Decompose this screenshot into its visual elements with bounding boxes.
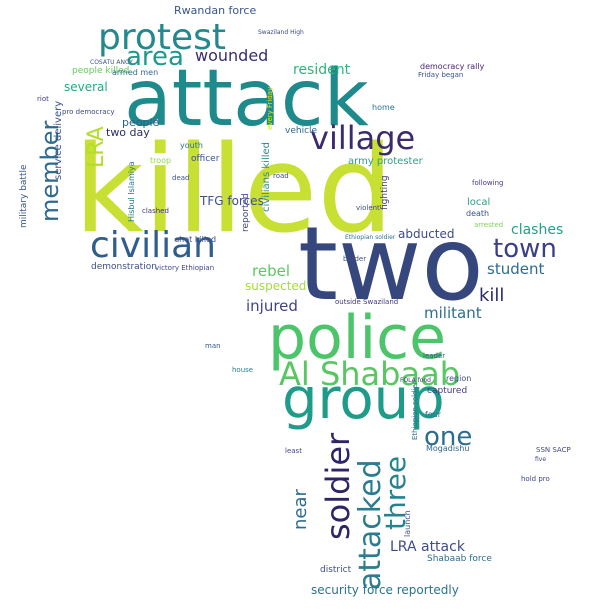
word-district: people killed [72,66,130,76]
word-two-day: TFG forces [200,194,264,208]
word-people: local [467,197,491,208]
word-reported: civilians killed [261,141,272,212]
word-swaziland-high: Ethiopian soldier [345,234,396,241]
word-militant: militant [424,304,482,322]
word-border: least [285,447,302,455]
word-road: clashed [142,207,169,215]
word-protest: protest [98,17,227,58]
word-people-killed: armed men [112,68,159,77]
word-armed-men: democracy rally [420,62,485,71]
word-region: four [425,410,442,419]
word-home: road [273,172,289,180]
word-clashed: arrested [474,221,504,229]
word-civilian: civilian [90,225,216,266]
word-house: district [320,565,352,575]
word-lra: LRA attack [390,539,465,555]
word-mogadishu: captured [427,386,468,396]
word-violent: SSN SACP [536,446,571,454]
word-cosatu-ancy: Swaziland High [258,29,304,36]
word-vehicle: home [372,103,395,112]
word-kill: kill [479,285,505,306]
word-death: following [472,179,504,187]
word-arrested: death [466,209,490,218]
word-victory-ethiopian: outside Swaziland [335,298,399,306]
word-fighting: officer [191,154,220,164]
word-riot: vehicle [285,126,318,136]
word-injured: injured [246,297,298,315]
word-wounded: wounded [195,46,269,65]
word-friday-began: riot [37,95,49,103]
word-al-shabaab: Al Shabaab [279,355,460,393]
word-hold-pro: five [535,456,547,463]
word-near: LRA [84,126,109,168]
word-civilians-killed: fighting [380,175,390,210]
word-military-battle: Hisbul Islamiya [127,161,136,222]
word-least: pro democracy [62,108,115,116]
word-service-delivery: military battle [19,164,29,228]
word-one: one [424,422,473,452]
word-five: border [343,255,367,263]
word-security-force: two day [106,126,150,139]
word-abducted: several [64,80,108,94]
word-leader: leader [423,352,446,360]
word-local: army protester [348,156,423,167]
word-captured: region [446,374,472,383]
word-hisbul-islamiya: reported [241,193,251,232]
word-ethiopian-soldier: Ethiopian soldier [411,381,419,440]
word-two: two [298,205,484,324]
word-police: police [268,303,447,373]
word-troop: shot killed [175,235,217,244]
word-lra-attack: security force reportedly [311,583,459,597]
word-suspected: suspected [245,279,307,293]
word-several: people [122,116,160,129]
word-clashes: clashes [511,222,564,238]
word-fola-food: FOLA food [400,377,431,384]
word-student: student [487,260,545,278]
word-tfg-forces: abducted [398,227,455,241]
word-officer: youth [180,141,203,150]
word-dead: COSATU ANCY [90,59,133,66]
word-every-friday: every Friday [266,86,274,130]
word-group: group [282,367,445,432]
word-village: village [310,119,416,157]
word-man: man [205,342,221,350]
word-ssn-sacp: hold pro [521,475,550,483]
word-killed: killed [74,121,394,260]
word-attack: attack [124,54,369,144]
word-launch: launch [403,510,412,537]
word-youth: troop [150,156,172,165]
word-resident: resident [293,62,351,78]
word-rwandan-force: Mogadishu [426,444,470,453]
word-four: Shabaab force [427,554,492,564]
word-following: violent [356,204,380,212]
word-town: town [493,234,557,264]
word-killing: near [290,489,311,530]
word-outside-swaziland: house [232,366,254,374]
word-area: area [126,42,184,72]
word-army-protester: Rwandan force [174,4,257,17]
word-democracy-rally: Friday began [418,71,464,79]
word-demonstration: victory Ethiopian [155,264,215,272]
word-shot-killed: demonstration [91,262,157,272]
word-pro-democracy: dead [172,174,190,182]
word-rebel: rebel [252,262,290,280]
word-soldier: soldier [319,432,357,540]
